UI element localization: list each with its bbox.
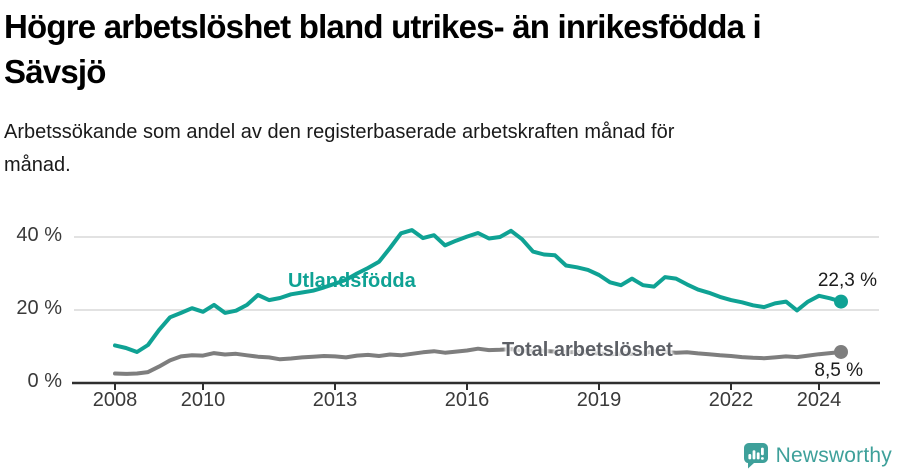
series-line-utlandsfodda xyxy=(113,228,843,354)
newsworthy-logo-icon xyxy=(743,443,768,469)
series-end-dot-total xyxy=(834,344,848,359)
y-tick-label: 20 % xyxy=(16,297,62,319)
x-tick-label: 2019 xyxy=(576,389,622,411)
x-tick-label: 2024 xyxy=(796,389,842,411)
y-tick-label: 40 % xyxy=(16,224,62,246)
series-end-dot-utlandsfodda xyxy=(834,294,848,309)
newsworthy-logo[interactable]: Newsworthy xyxy=(743,442,892,469)
series-label-utlandsfodda: Utlandsfödda xyxy=(288,270,416,292)
x-tick-label: 2022 xyxy=(708,389,754,411)
chart-subtitle: Arbetssökande som andel av den registerb… xyxy=(4,116,674,182)
y-tick-label: 0 % xyxy=(27,370,62,392)
series-line-total xyxy=(113,346,843,376)
page-title: Högre arbetslöshet bland utrikes- än inr… xyxy=(4,4,762,94)
newsworthy-logo-text: Newsworthy xyxy=(775,443,892,467)
end-value-label-utlandsfodda: 22,3 % xyxy=(817,270,877,291)
page-title-line1: Högre arbetslöshet bland utrikes- än inr… xyxy=(4,8,762,45)
series-label-total: Total arbetslöshet xyxy=(502,339,673,361)
chart-subtitle-line2: månad. xyxy=(4,154,71,176)
x-tick-label: 2016 xyxy=(444,389,490,411)
x-tick-label: 2013 xyxy=(312,389,358,411)
chart-subtitle-line1: Arbetssökande som andel av den registerb… xyxy=(4,121,675,143)
end-value-label-total: 8,5 % xyxy=(814,360,863,381)
x-tick-label: 2008 xyxy=(92,389,138,411)
x-tick-label: 2010 xyxy=(180,389,226,411)
page-title-line2: Sävsjö xyxy=(4,53,106,90)
